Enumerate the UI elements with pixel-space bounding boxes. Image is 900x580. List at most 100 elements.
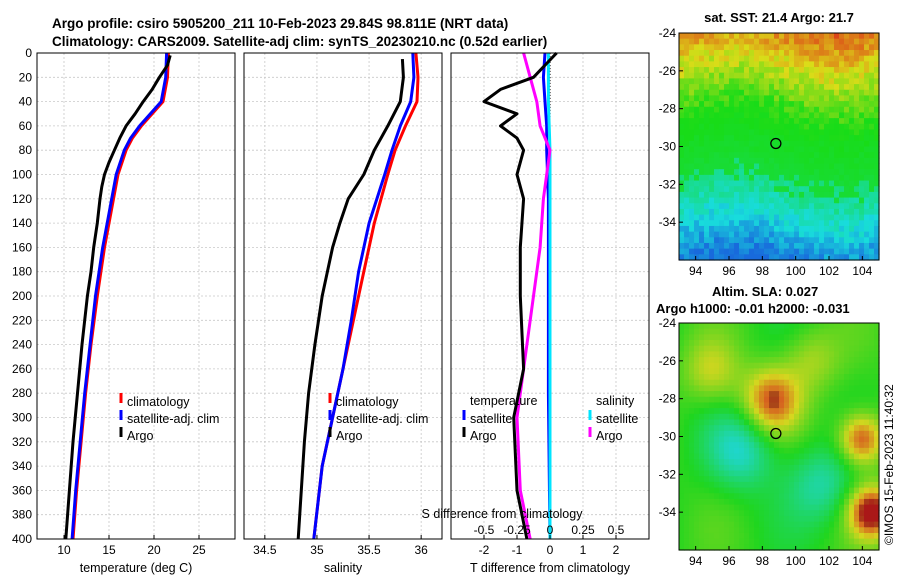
heatmap-cell bbox=[854, 50, 860, 57]
heatmap-cell bbox=[839, 521, 845, 528]
heatmap-cell bbox=[844, 72, 850, 79]
heatmap-cell bbox=[709, 419, 715, 426]
heatmap-cell bbox=[859, 408, 865, 415]
heatmap-cell bbox=[849, 220, 855, 227]
heatmap-cell bbox=[814, 248, 820, 255]
heatmap-cell bbox=[869, 413, 875, 421]
heatmap-cell bbox=[759, 106, 765, 114]
heatmap-cell bbox=[874, 493, 880, 500]
heatmap-cell bbox=[799, 67, 805, 74]
heatmap-cell bbox=[784, 146, 790, 153]
heatmap-cell bbox=[809, 174, 815, 182]
heatmap-cell bbox=[749, 72, 755, 79]
heatmap-cell bbox=[829, 481, 835, 489]
heatmap-cell bbox=[774, 163, 780, 170]
heatmap-cell bbox=[744, 67, 750, 74]
heatmap-cell bbox=[839, 351, 845, 358]
heatmap-cell bbox=[794, 447, 800, 455]
heatmap-cell bbox=[754, 357, 760, 364]
heatmap-cell bbox=[819, 191, 825, 199]
heatmap-cell bbox=[744, 442, 750, 449]
heatmap-cell bbox=[759, 334, 765, 341]
heatmap-cell bbox=[824, 157, 830, 165]
heatmap-cell bbox=[819, 470, 825, 477]
heatmap-cell bbox=[689, 248, 695, 255]
heatmap-cell bbox=[869, 129, 875, 136]
heatmap-cell bbox=[729, 430, 735, 438]
heatmap-cell bbox=[819, 33, 825, 40]
heatmap-cell bbox=[814, 61, 820, 68]
heatmap-cell bbox=[829, 544, 835, 551]
heatmap-cell bbox=[844, 459, 850, 466]
heatmap-cell bbox=[679, 464, 685, 472]
heatmap-cell bbox=[689, 101, 695, 108]
heatmap-cell bbox=[849, 515, 855, 523]
heatmap-cell bbox=[689, 33, 695, 40]
heatmap-cell bbox=[859, 146, 865, 153]
heatmap-cell bbox=[774, 214, 780, 221]
heatmap-cell bbox=[729, 459, 735, 466]
heatmap-cell bbox=[874, 237, 880, 244]
heatmap-cell bbox=[704, 55, 710, 62]
heatmap-cell bbox=[819, 208, 825, 216]
heatmap-cell bbox=[869, 118, 875, 125]
heatmap-cell bbox=[784, 152, 790, 159]
heatmap-cell bbox=[759, 521, 765, 528]
legend-label: Argo bbox=[336, 429, 362, 443]
heatmap-cell bbox=[709, 532, 715, 540]
heatmap-cell bbox=[869, 78, 875, 85]
heatmap-cell bbox=[799, 419, 805, 426]
heatmap-cell bbox=[804, 72, 810, 79]
heatmap-cell bbox=[784, 186, 790, 193]
heatmap-cell bbox=[784, 430, 790, 438]
heatmap-cell bbox=[869, 123, 875, 131]
heatmap-cell bbox=[869, 379, 875, 387]
heatmap-cell bbox=[729, 174, 735, 182]
heatmap-cell bbox=[794, 157, 800, 165]
heatmap-cell bbox=[854, 504, 860, 511]
heatmap-cell bbox=[839, 112, 845, 119]
heatmap-cell bbox=[804, 225, 810, 233]
heatmap-cell bbox=[724, 123, 730, 131]
x-tick-label: 104 bbox=[852, 554, 872, 568]
heatmap-cell bbox=[789, 50, 795, 57]
heatmap-cell bbox=[749, 237, 755, 244]
heatmap-cell bbox=[694, 527, 700, 534]
heatmap-cell bbox=[759, 328, 765, 335]
heatmap-cell bbox=[764, 242, 770, 250]
heatmap-cell bbox=[834, 470, 840, 477]
heatmap-cell bbox=[759, 169, 765, 176]
heatmap-cell bbox=[769, 340, 775, 347]
heatmap-cell bbox=[734, 191, 740, 199]
heatmap-cell bbox=[754, 50, 760, 57]
heatmap-cells bbox=[679, 33, 880, 261]
heatmap-cell bbox=[739, 453, 745, 460]
heatmap-cell bbox=[749, 220, 755, 227]
heatmap-cell bbox=[699, 532, 705, 540]
legend-label: climatology bbox=[336, 395, 399, 409]
heatmap-cell bbox=[699, 374, 705, 381]
heatmap-cell bbox=[829, 510, 835, 517]
heatmap-cell bbox=[734, 351, 740, 358]
figure-title-line1: Argo profile: csiro 5905200_211 10-Feb-2… bbox=[52, 16, 508, 31]
heatmap-cell bbox=[824, 78, 830, 85]
heatmap-cell bbox=[704, 459, 710, 466]
heatmap-cell bbox=[854, 197, 860, 204]
heatmap-cell bbox=[709, 174, 715, 182]
heatmap-cell bbox=[814, 203, 820, 210]
heatmap-cell bbox=[774, 379, 780, 387]
heatmap-cell bbox=[759, 197, 765, 204]
heatmap-cell bbox=[784, 334, 790, 341]
heatmap-cell bbox=[799, 470, 805, 477]
heatmap-cell bbox=[789, 521, 795, 528]
heatmap-cell bbox=[679, 237, 685, 244]
heatmap-cell bbox=[734, 419, 740, 426]
heatmap-cell bbox=[824, 504, 830, 511]
heatmap-cell bbox=[694, 203, 700, 210]
heatmap-cell bbox=[819, 129, 825, 136]
heatmap-cell bbox=[824, 413, 830, 421]
heatmap-cell bbox=[834, 436, 840, 443]
heatmap-cell bbox=[694, 180, 700, 187]
heatmap-cell bbox=[844, 481, 850, 489]
heatmap-cell bbox=[764, 152, 770, 159]
